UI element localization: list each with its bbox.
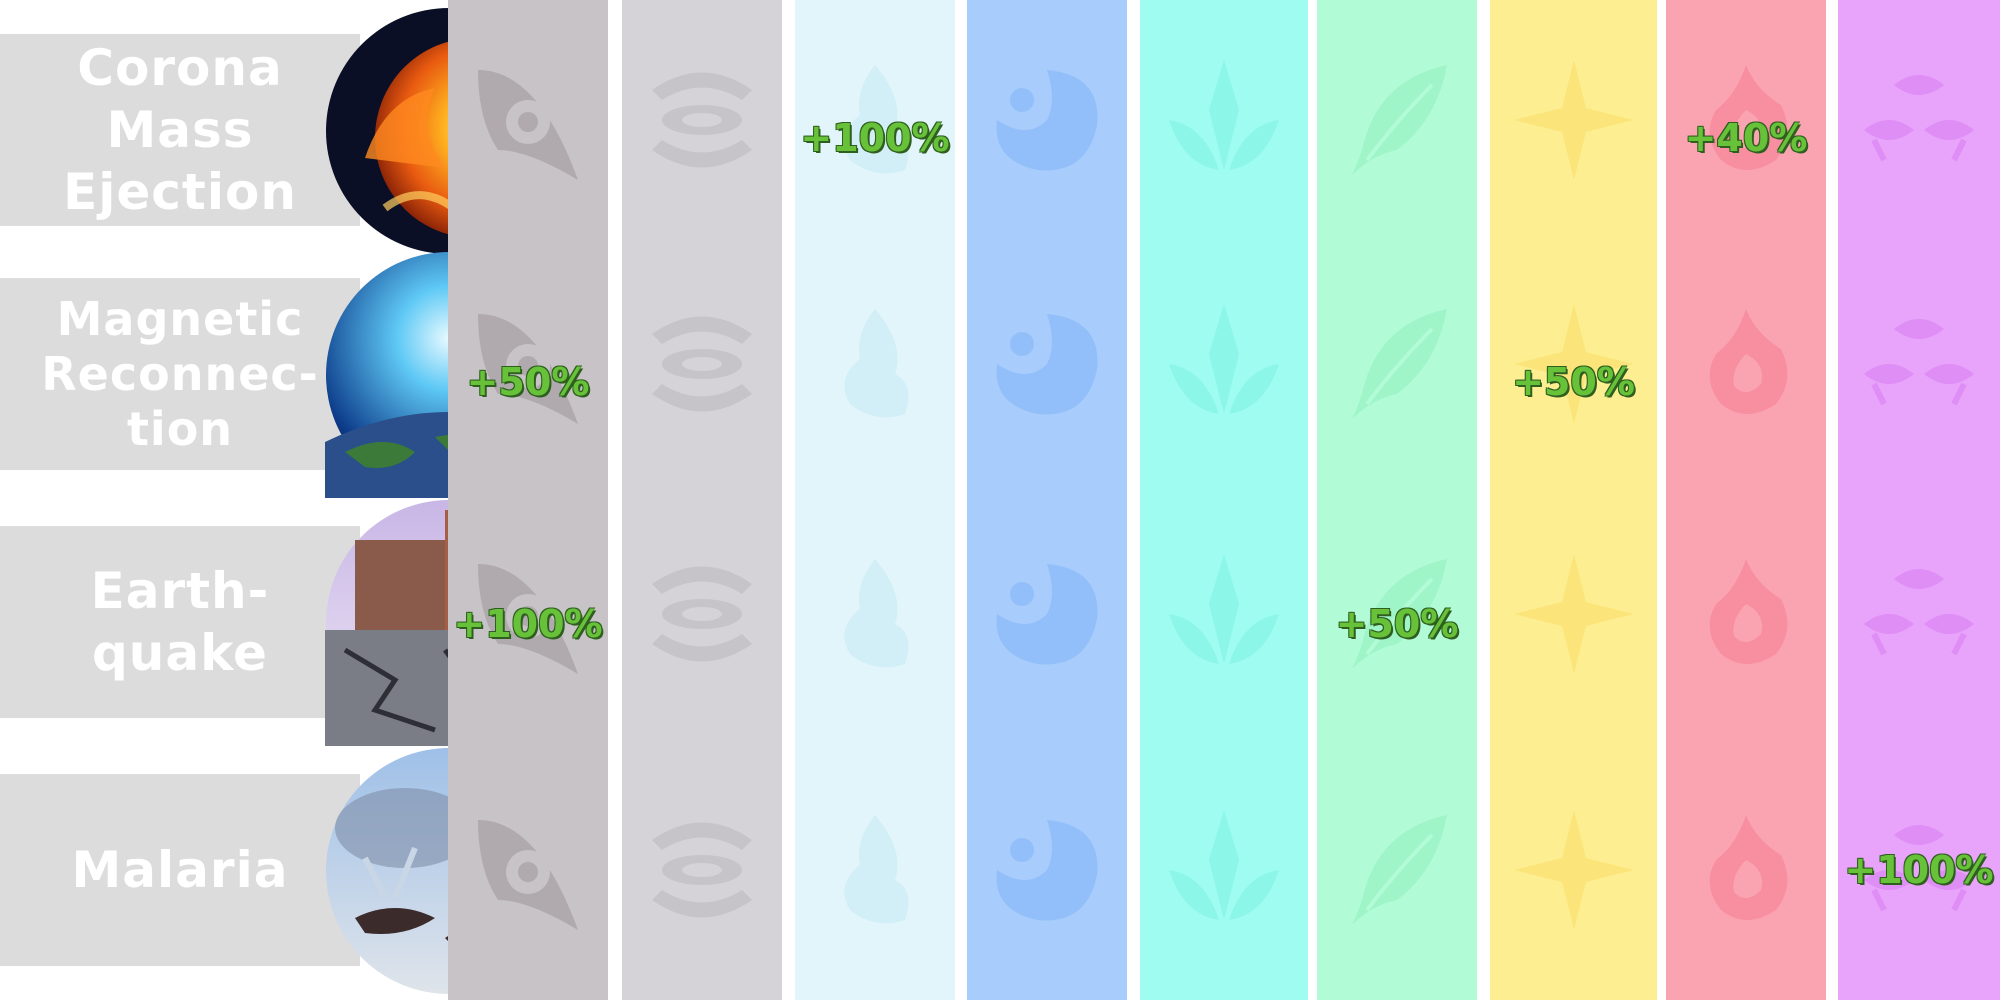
pyro-flame-icon <box>1666 294 1826 434</box>
hydro-drop-icon <box>967 800 1127 940</box>
physical-swirl-icon <box>448 50 608 190</box>
row-label-malaria: Malaria <box>0 774 360 966</box>
column-hydro <box>967 0 1127 1000</box>
dendro-sprout-icon <box>1140 50 1308 190</box>
column-physical <box>448 0 608 1000</box>
row-label-earthquake: Earth- quake <box>0 526 360 718</box>
bonus-value: +100% <box>800 116 950 160</box>
mosquito-image <box>325 748 449 994</box>
pyro-flame-icon <box>1666 50 1826 190</box>
row-label-text: Earth- quake <box>90 562 270 682</box>
dendro-sprout-icon <box>1140 294 1308 434</box>
leaf-icon <box>1317 50 1477 190</box>
cryo-flame-icon <box>795 800 955 940</box>
cracked-street-image <box>325 500 449 746</box>
column-anemo <box>622 0 782 1000</box>
column-cryo <box>795 0 955 1000</box>
row-label-magnetic-reconnection: Magnetic Reconnec- tion <box>0 278 360 470</box>
leaf-icon <box>1317 800 1477 940</box>
pyro-flame-icon <box>1666 544 1826 684</box>
row-label-text: Corona Mass Ejection <box>63 39 297 221</box>
earth-aurora-image <box>325 252 449 498</box>
bonus-value: +40% <box>1684 116 1808 160</box>
row-label-text: Magnetic Reconnec- tion <box>41 291 319 456</box>
triple-eye-icon <box>1838 294 2000 434</box>
solar-flare-image <box>325 8 449 254</box>
physical-swirl-icon <box>448 294 608 434</box>
column-spirit <box>1838 0 2000 1000</box>
hydro-drop-icon <box>967 294 1127 434</box>
star-icon <box>1490 294 1657 434</box>
row-label-corona-mass-ejection: Corona Mass Ejection <box>0 34 360 226</box>
physical-swirl-icon <box>448 800 608 940</box>
star-icon <box>1490 50 1657 190</box>
bonus-value: +50% <box>466 360 590 404</box>
pyro-flame-icon <box>1666 800 1826 940</box>
cryo-flame-icon <box>795 294 955 434</box>
eye-swirl-icon <box>622 50 782 190</box>
triple-eye-icon <box>1838 544 2000 684</box>
bonus-value: +100% <box>453 602 603 646</box>
hydro-drop-icon <box>967 50 1127 190</box>
bonus-value: +50% <box>1512 360 1635 404</box>
dendro-sprout-icon <box>1140 544 1308 684</box>
triple-eye-icon <box>1838 800 2000 940</box>
row-label-text: Malaria <box>71 841 289 899</box>
cryo-flame-icon <box>795 544 955 684</box>
star-icon <box>1490 544 1657 684</box>
physical-swirl-icon <box>448 544 608 684</box>
eye-swirl-icon <box>622 800 782 940</box>
leaf-icon <box>1317 294 1477 434</box>
column-geo <box>1317 0 1477 1000</box>
leaf-icon <box>1317 544 1477 684</box>
bonus-value: +100% <box>1844 848 1994 892</box>
cryo-flame-icon <box>795 50 955 190</box>
triple-eye-icon <box>1838 50 2000 190</box>
star-icon <box>1490 800 1657 940</box>
eye-swirl-icon <box>622 294 782 434</box>
hydro-drop-icon <box>967 544 1127 684</box>
column-pyro <box>1666 0 1826 1000</box>
bonus-value: +50% <box>1335 602 1459 646</box>
eye-swirl-icon <box>622 544 782 684</box>
dendro-sprout-icon <box>1140 800 1308 940</box>
column-electro <box>1490 0 1657 1000</box>
column-dendro <box>1140 0 1308 1000</box>
